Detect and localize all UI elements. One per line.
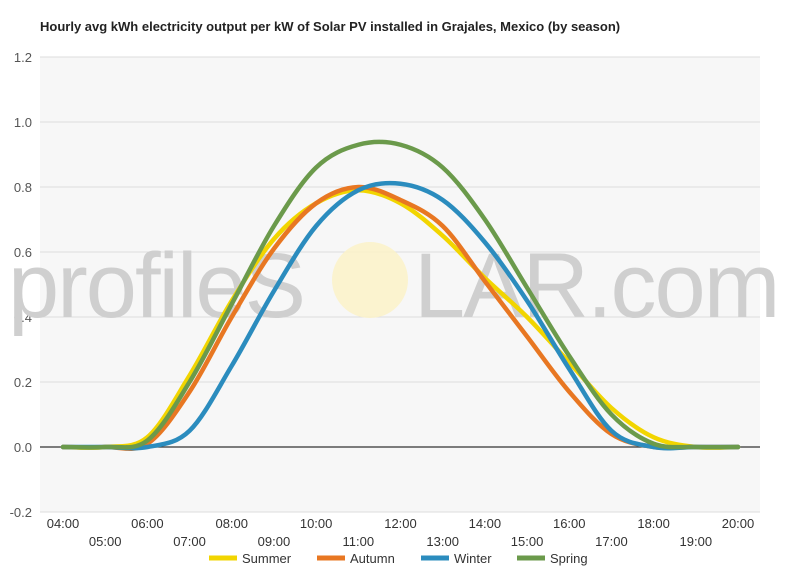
x-tick-label: 16:00	[553, 516, 586, 531]
y-tick-label: 1.2	[14, 50, 32, 65]
x-tick-label: 07:00	[173, 534, 206, 549]
x-tick-label: 09:00	[258, 534, 291, 549]
x-tick-label: 10:00	[300, 516, 333, 531]
watermark-sun-icon	[332, 242, 408, 318]
series-line-winter	[60, 180, 741, 451]
x-tick-label: 11:00	[343, 534, 375, 549]
legend-label-winter: Winter	[454, 551, 492, 566]
x-tick-label: 14:00	[469, 516, 502, 531]
x-tick-label: 20:00	[722, 516, 755, 531]
x-tick-label: 12:00	[384, 516, 417, 531]
watermark-text-right: LAR.com	[414, 235, 778, 337]
y-tick-label: 0.2	[14, 375, 32, 390]
y-tick-label: 0.6	[14, 245, 32, 260]
x-tick-label: 08:00	[215, 516, 248, 531]
series-line-summer	[60, 188, 741, 450]
y-tick-label: 0.8	[14, 180, 32, 195]
series-line-spring	[60, 139, 741, 450]
y-tick-label: -0.2	[10, 505, 32, 520]
x-tick-label: 05:00	[89, 534, 122, 549]
x-tick-label: 06:00	[131, 516, 164, 531]
y-tick-label: 0.0	[14, 440, 32, 455]
legend-label-spring: Spring	[550, 551, 588, 566]
x-tick-label: 17:00	[595, 534, 628, 549]
x-tick-label: 13:00	[426, 534, 459, 549]
y-tick-label: 1.0	[14, 115, 32, 130]
chart-title: Hourly avg kWh electricity output per kW…	[40, 19, 621, 34]
x-tick-label: 15:00	[511, 534, 544, 549]
legend-label-summer: Summer	[242, 551, 292, 566]
y-tick-label: 0.4	[14, 310, 32, 325]
x-tick-label: 19:00	[680, 534, 713, 549]
legend-label-autumn: Autumn	[350, 551, 395, 566]
x-tick-label: 18:00	[637, 516, 670, 531]
x-tick-label: 04:00	[47, 516, 80, 531]
